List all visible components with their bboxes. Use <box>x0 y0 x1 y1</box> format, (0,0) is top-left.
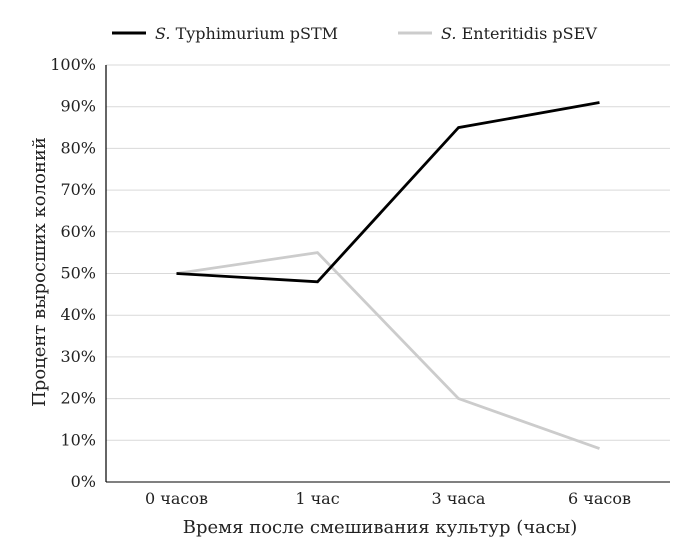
legend-label-2: S. Enteritidis pSEV <box>441 24 597 43</box>
y-axis-ticks: 0% 10% 20% 30% 40% 50% 60% 70% 80% 90% 100% <box>50 55 96 491</box>
series-line-1 <box>176 101 600 284</box>
y-tick-label: 70% <box>60 180 96 199</box>
y-tick-label: 100% <box>50 55 96 74</box>
y-tick-label: 50% <box>60 264 96 283</box>
y-tick-label: 60% <box>60 222 96 241</box>
y-tick-label: 90% <box>60 97 96 116</box>
legend-item-2: S. Enteritidis pSEV <box>398 24 597 43</box>
legend: S. Typhimurium pSTM S. Enteritidis pSEV <box>112 24 597 43</box>
x-tick-label: 3 часа <box>432 489 486 508</box>
y-tick-label: 30% <box>60 347 96 366</box>
legend-item-1: S. Typhimurium pSTM <box>112 24 338 43</box>
x-axis-ticks: 0 часов 1 час 3 часа 6 часов <box>145 489 631 508</box>
y-tick-label: 0% <box>71 472 96 491</box>
y-tick-label: 80% <box>60 138 96 157</box>
x-tick-label: 1 час <box>295 489 339 508</box>
x-axis-title: Время после смешивания культур (часы) <box>183 517 578 538</box>
y-tick-label: 20% <box>60 389 96 408</box>
series-line-2 <box>176 251 600 450</box>
y-tick-label: 10% <box>60 430 96 449</box>
y-tick-label: 40% <box>60 305 96 324</box>
y-axis-title: Процент выросших колоний <box>29 137 50 407</box>
legend-label-1: S. Typhimurium pSTM <box>155 24 338 43</box>
series-lines <box>176 101 600 450</box>
x-tick-label: 0 часов <box>145 489 208 508</box>
x-tick-label: 6 часов <box>568 489 631 508</box>
